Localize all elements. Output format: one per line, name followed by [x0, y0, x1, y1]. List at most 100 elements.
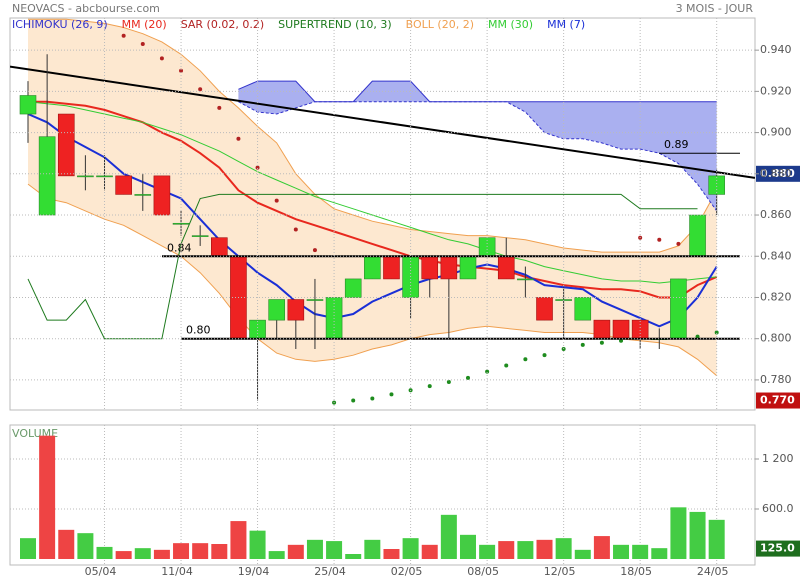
x-tick-label: 08/05 [467, 565, 499, 578]
volume-bar [555, 538, 572, 559]
y-tick-label: 0.800 [760, 332, 792, 345]
volume-panel [9, 424, 756, 566]
volume-bar [651, 548, 668, 559]
candle-body [306, 299, 324, 301]
volume-bar [192, 543, 209, 559]
sar-dot [599, 340, 604, 345]
candle-body [134, 194, 152, 196]
chart-title: NEOVACS - abcbourse.com [12, 2, 160, 15]
legend-entry: MM (7) [547, 18, 585, 31]
sar-dot [427, 384, 432, 389]
volume-bar [249, 530, 266, 559]
volume-bar [287, 544, 304, 559]
sar-dot [370, 396, 375, 401]
candle-body [574, 297, 592, 321]
candle-body [153, 175, 171, 216]
volume-bar [39, 435, 56, 559]
candle-body [421, 255, 439, 280]
y-tick-label: 0.900 [760, 126, 792, 139]
price-marker [756, 392, 800, 409]
volume-bar [708, 519, 725, 559]
volume-bar [153, 549, 170, 559]
candle-body [96, 175, 113, 178]
sar-dot [676, 241, 681, 246]
candle-body [670, 278, 687, 339]
indicator-line [27, 101, 717, 284]
candle-body [191, 235, 209, 237]
legend-entry: MM (20) [122, 18, 167, 31]
y-tick-label: 0.880 [760, 167, 792, 180]
volume-bar [517, 541, 534, 559]
candle-body [708, 175, 725, 195]
sar-dot [389, 392, 394, 397]
sar-dot [523, 357, 528, 362]
period-label: 3 MOIS - JOUR [676, 2, 754, 15]
sar-dot [351, 398, 356, 403]
candle-body [115, 175, 132, 195]
sar-dot [255, 165, 260, 170]
candle-body [536, 297, 553, 321]
x-tick-label: 02/05 [391, 565, 423, 578]
sar-dot [274, 198, 279, 203]
sar-dot [159, 56, 164, 61]
candle-body [57, 113, 75, 177]
legend-entry: SAR (0.02, 0.2) [181, 18, 264, 31]
candle-body [364, 255, 381, 280]
x-tick-label: 05/04 [85, 565, 117, 578]
volume-bar [670, 507, 687, 559]
volume-bar [536, 539, 553, 559]
price-marker [756, 165, 800, 182]
ichimoku-span-b [238, 101, 718, 212]
y-tick-label: 0.780 [760, 373, 792, 386]
candle-body [497, 255, 515, 280]
sar-dot [580, 342, 585, 347]
volume-bar [440, 514, 457, 559]
legend-entry: MM (30) [488, 18, 533, 31]
volume-bar [77, 533, 94, 559]
volume-bar [306, 539, 323, 559]
price-marker-label: 0.770 [760, 394, 795, 407]
candle-body [593, 319, 611, 339]
x-tick-label: 24/05 [697, 565, 729, 578]
sar-dot [485, 369, 490, 374]
sar-dot [198, 87, 203, 92]
sar-dot [140, 41, 145, 46]
candle-body [38, 136, 56, 216]
level-label: 0.89 [664, 138, 689, 151]
sar-dot [714, 330, 719, 335]
ichimoku-cloud [238, 81, 717, 211]
candle-body [19, 95, 37, 115]
volume-bar [211, 544, 228, 559]
volume-bar [173, 543, 190, 559]
y-tick-label: 0.920 [760, 84, 792, 97]
volume-bar [58, 529, 75, 559]
level-label: 0.84 [167, 241, 192, 254]
sar-dot [465, 375, 470, 380]
volume-bar [574, 549, 591, 559]
sar-dot [293, 227, 298, 232]
boll-fill [28, 19, 717, 376]
sar-dot [121, 33, 126, 38]
legend-entry: BOLL (20, 2) [406, 18, 474, 31]
sar-dot [446, 379, 451, 384]
volume-bar [20, 538, 36, 559]
candle-body [211, 237, 228, 257]
volume-bar [345, 554, 362, 559]
candle-body [631, 319, 649, 339]
level-label: 0.80 [186, 324, 211, 337]
y-tick-label: 0.820 [760, 290, 792, 303]
sar-dot [657, 237, 662, 242]
sar-dot [312, 248, 317, 253]
candle-body [440, 255, 458, 280]
legend-entry: SUPERTREND (10, 3) [278, 18, 392, 31]
candle-body [287, 299, 305, 321]
candle-body [77, 175, 94, 178]
volume-marker-label: 125.0 [760, 542, 795, 555]
volume-bar [134, 548, 151, 559]
candle-body [383, 255, 400, 280]
volume-bar [364, 539, 381, 559]
sar-dot [179, 68, 184, 73]
candle-body [268, 299, 285, 321]
volume-bar [479, 544, 496, 559]
